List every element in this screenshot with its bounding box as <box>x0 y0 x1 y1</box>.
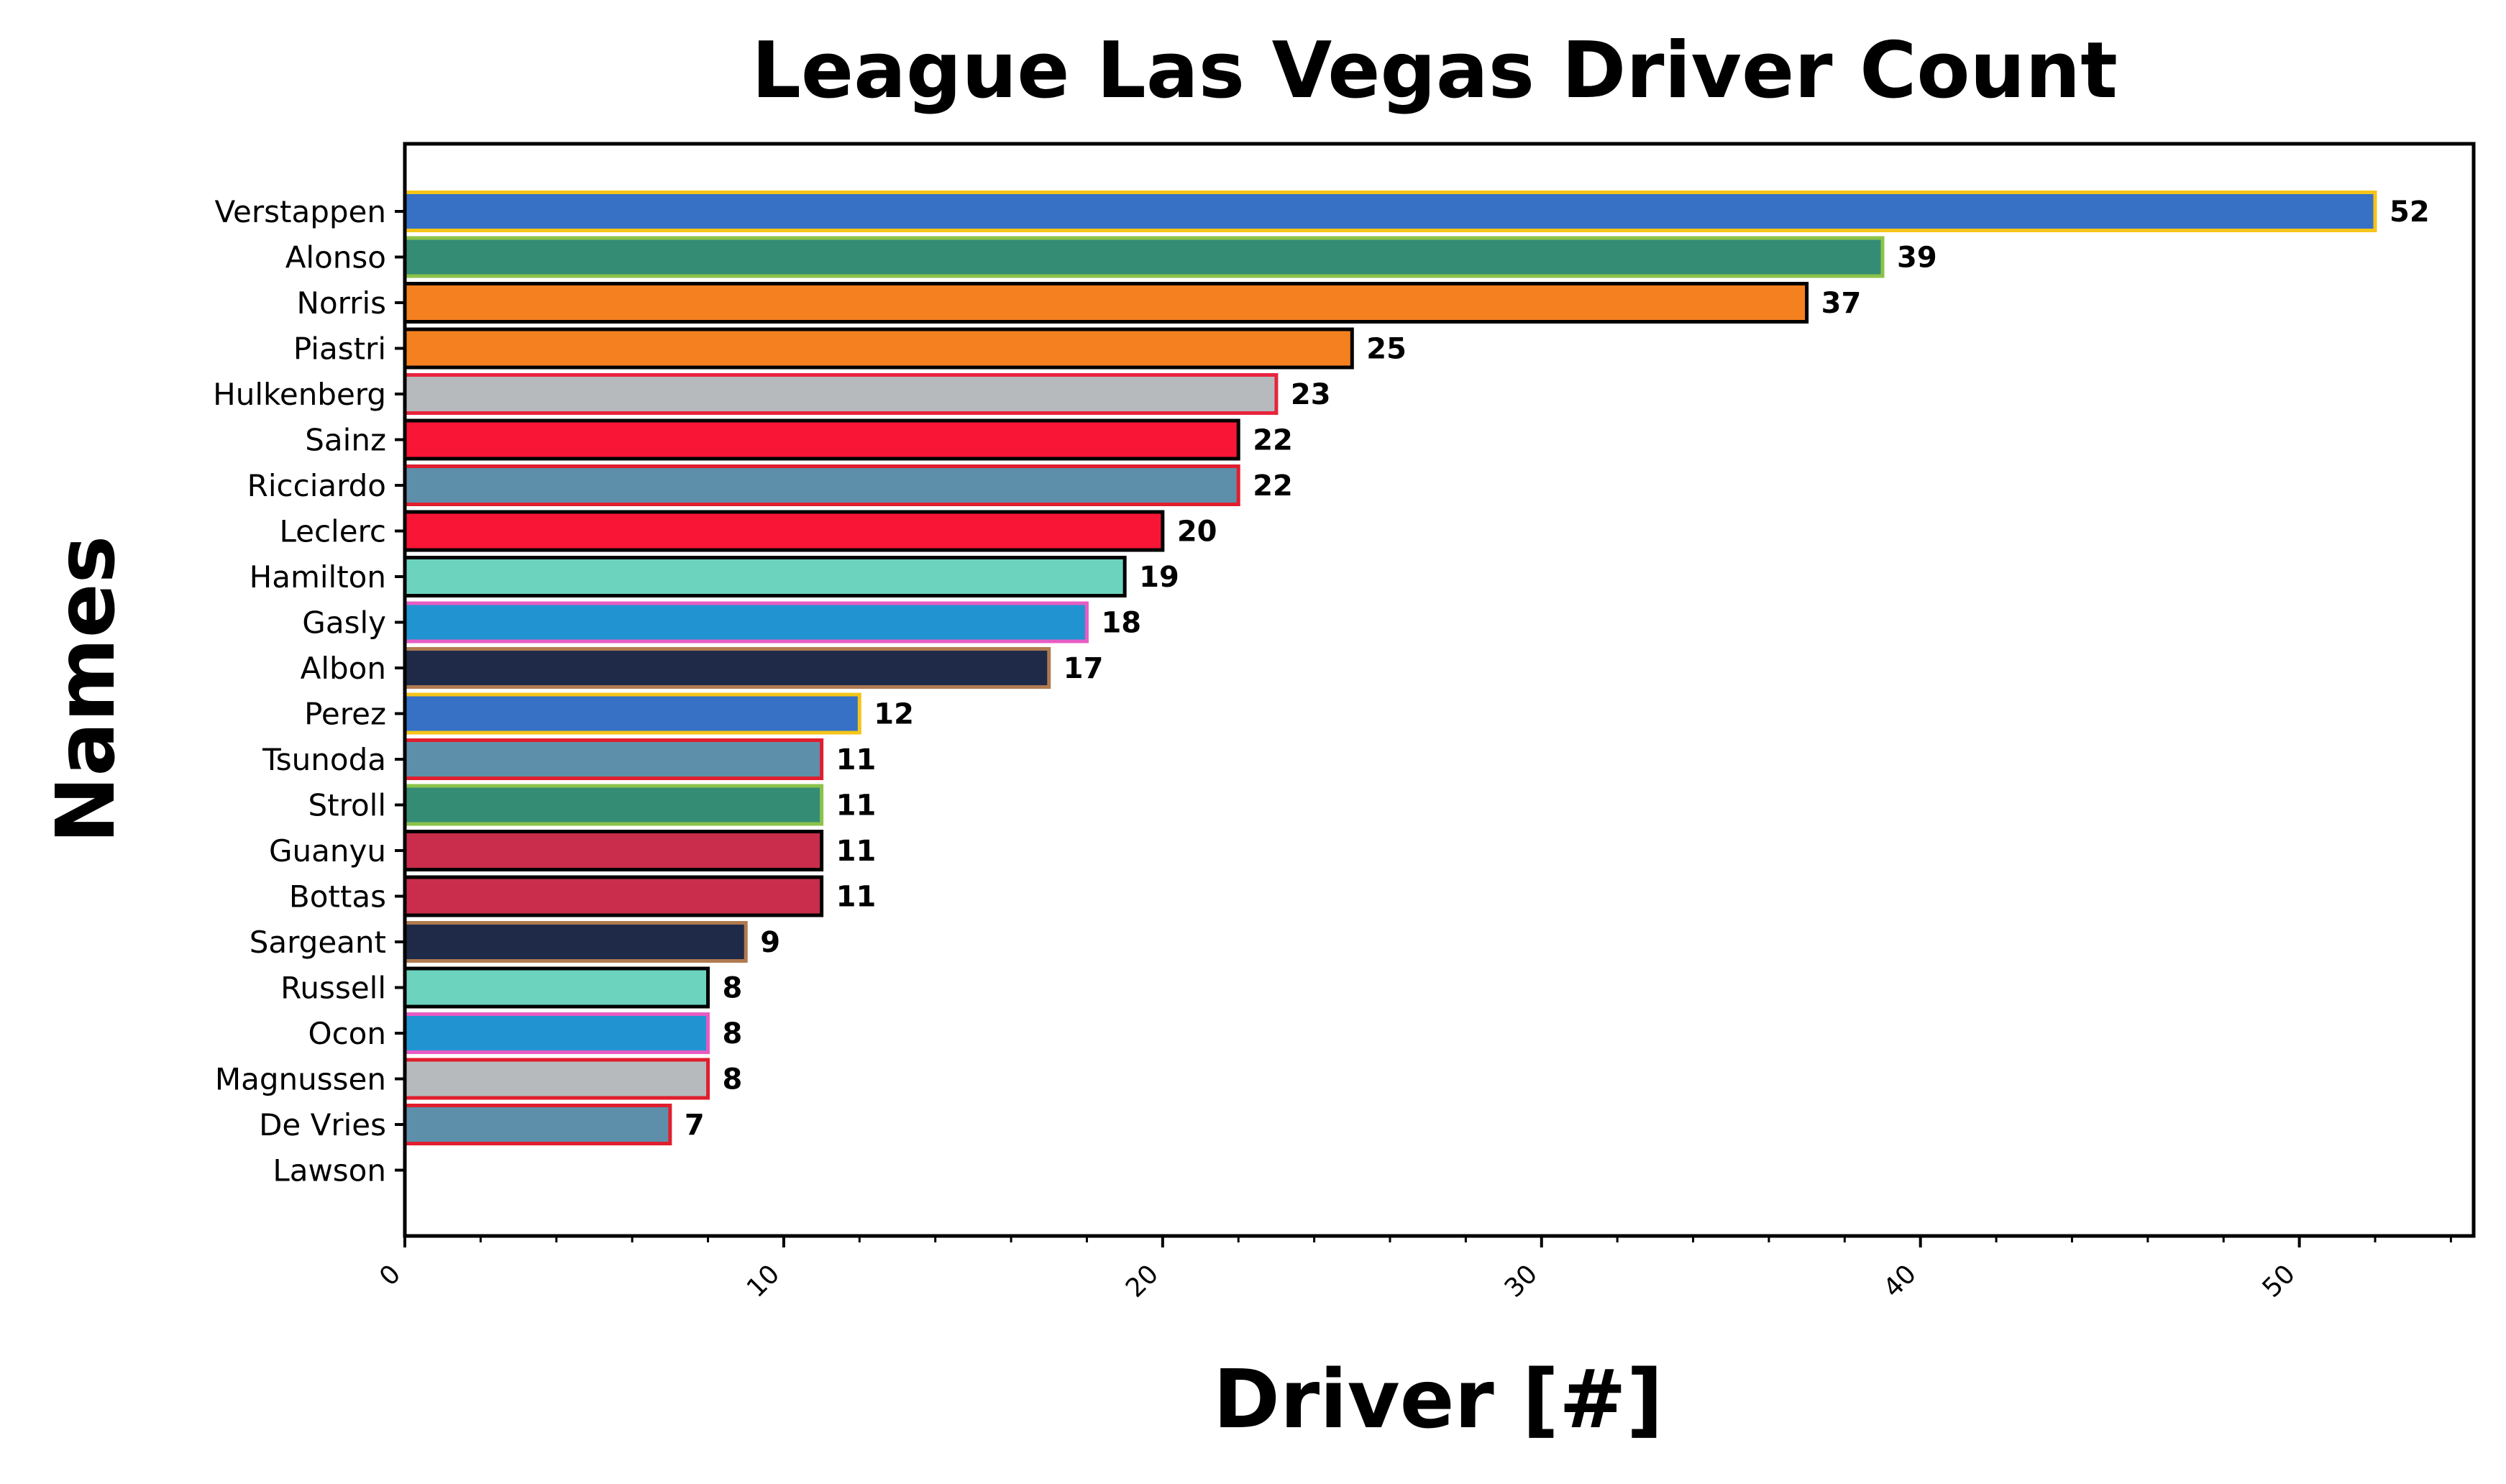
y-tick-label: Sargeant <box>250 925 386 960</box>
y-tick-label: Hulkenberg <box>213 377 386 412</box>
y-tick-label: Guanyu <box>269 833 386 869</box>
y-tick-label: Bottas <box>289 879 386 915</box>
bar-sargeant <box>403 921 748 963</box>
data-label: 11 <box>836 835 877 868</box>
x-tick-label: 20 <box>1120 1259 1164 1303</box>
bar-albon <box>403 647 1051 689</box>
y-tick-label: Norris <box>297 285 386 321</box>
data-label: 20 <box>1177 516 1217 549</box>
x-tick-label: 10 <box>741 1259 785 1303</box>
y-axis-label: Names <box>40 536 133 844</box>
bar-hamilton <box>403 556 1127 597</box>
data-label: 52 <box>2390 196 2430 229</box>
x-tick-label: 40 <box>1878 1259 1922 1303</box>
x-axis-label: Driver [#] <box>1213 1353 1663 1447</box>
data-label: 11 <box>836 743 877 777</box>
x-tick-label: 30 <box>1499 1259 1543 1303</box>
y-tick-label: Magnussen <box>215 1062 386 1097</box>
y-tick-label: Verstappen <box>215 194 386 229</box>
data-label: 17 <box>1064 652 1104 685</box>
y-tick-label: Piastri <box>293 331 386 367</box>
data-label: 37 <box>1821 287 1862 320</box>
y-tick-label: Alonso <box>285 240 386 275</box>
data-label: 23 <box>1291 378 1331 411</box>
bar-ocon <box>403 1012 710 1054</box>
y-tick-label: Perez <box>304 697 386 732</box>
bar-bottas <box>403 875 824 917</box>
y-tick-label: Leclerc <box>279 514 386 549</box>
y-tick-label: Sainz <box>305 423 386 458</box>
data-label: 22 <box>1253 424 1293 457</box>
bar-alonso <box>403 236 1885 278</box>
y-tick-label: Ocon <box>308 1016 386 1051</box>
bar-verstappen <box>403 191 2377 232</box>
y-tick-label: Russell <box>280 971 386 1006</box>
bar-magnussen <box>403 1058 710 1100</box>
plot-frame <box>403 142 2476 1238</box>
chart-title: League Las Vegas Driver Count <box>751 26 2118 116</box>
data-label: 7 <box>685 1109 705 1142</box>
bar-russell <box>403 966 710 1009</box>
data-label: 39 <box>1897 242 1937 275</box>
data-label: 9 <box>760 926 780 959</box>
data-label: 22 <box>1253 470 1293 503</box>
y-tick-label: Lawson <box>273 1153 386 1188</box>
bar-sainz <box>403 418 1240 461</box>
data-label: 18 <box>1101 607 1141 640</box>
plot-area: Verstappen 52 Alonso 39 Norris 37 Piastri 25 Hul… <box>213 191 2452 1304</box>
data-label: 8 <box>723 1017 743 1050</box>
bar-leclerc <box>403 510 1165 552</box>
data-label: 8 <box>723 1063 743 1096</box>
y-tick-label: Stroll <box>308 788 386 823</box>
y-tick-label: De Vries <box>259 1107 386 1142</box>
y-tick-label: Ricciardo <box>247 468 386 503</box>
y-tick-label: Gasly <box>302 605 386 641</box>
y-tick-label: Hamilton <box>250 559 386 595</box>
data-label: 25 <box>1366 333 1407 366</box>
bar-guanyu <box>403 830 824 871</box>
data-label: 11 <box>836 789 877 823</box>
data-label: 19 <box>1139 561 1179 594</box>
bar-de-vries <box>403 1104 672 1145</box>
x-tick-label: 50 <box>2257 1259 2301 1303</box>
bar-gasly <box>403 601 1089 643</box>
y-tick-label: Albon <box>301 651 386 686</box>
data-label: 11 <box>836 881 877 914</box>
bar-stroll <box>403 784 824 826</box>
x-tick-label: 0 <box>374 1259 406 1291</box>
data-label: 12 <box>874 698 914 731</box>
bar-piastri <box>403 327 1354 370</box>
bar-hulkenberg <box>403 373 1279 415</box>
y-tick-label: Tsunoda <box>262 742 386 777</box>
data-label: 8 <box>723 972 743 1005</box>
bar-tsunoda <box>403 738 824 780</box>
bar-perez <box>403 692 861 735</box>
bar-norris <box>403 282 1809 324</box>
bar-ricciardo <box>403 464 1240 506</box>
